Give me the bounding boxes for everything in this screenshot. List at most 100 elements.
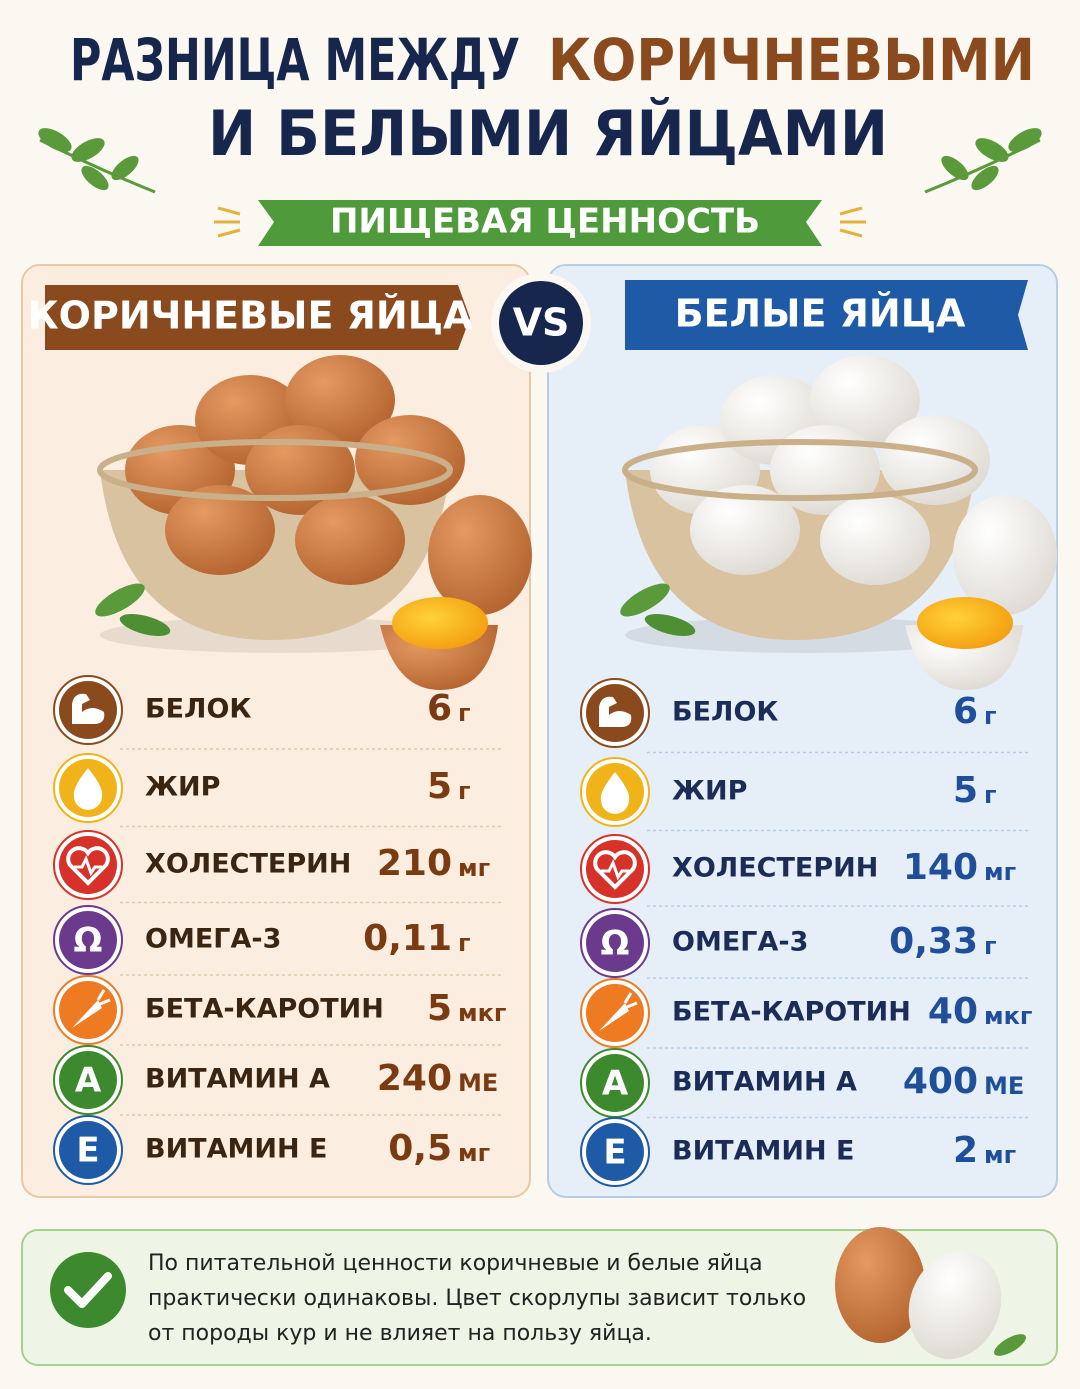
nutrient-row: A ВИТАМИН А 400 МЕ <box>580 1048 1029 1119</box>
nutrient-unit: г <box>458 699 471 727</box>
egg <box>428 495 532 615</box>
nutrient-amount: 0,33 <box>889 921 978 962</box>
egg <box>165 485 275 575</box>
nutrient-unit: МЕ <box>984 1072 1024 1100</box>
egg <box>285 355 395 445</box>
egg <box>820 495 930 585</box>
icon-carrot <box>72 1000 102 1028</box>
leaf <box>119 614 171 636</box>
icon-pulse <box>74 855 102 877</box>
nutrient-row: БЕТА-КАРОТИН 40 мкг <box>580 978 1032 1049</box>
nutrient-name: ОМЕГА-3 <box>145 924 281 955</box>
check-icon <box>50 1252 126 1328</box>
nutrient-row: Ω ОМЕГА-3 0,11 г <box>53 905 502 976</box>
leaf <box>95 583 145 617</box>
icon-muscle <box>599 696 632 727</box>
check-mark <box>64 1272 112 1308</box>
subtitle-ribbon <box>214 200 866 246</box>
nutrient-row: БЕТА-КАРОТИН 5 мкг <box>53 975 506 1046</box>
footer-text: По питательной ценности коричневые и бел… <box>148 1251 763 1276</box>
subtitle: ПИЩЕВАЯ ЦЕННОСТЬ <box>330 202 760 242</box>
nutrient-name: ВИТАМИН Е <box>145 1134 327 1165</box>
nutrient-amount: 400 <box>903 1061 978 1102</box>
icon-letter: E <box>603 1133 626 1173</box>
egg <box>245 425 355 515</box>
footer-box <box>21 1229 1058 1366</box>
nutrient-unit: г <box>458 929 471 957</box>
icon-letter: Ω <box>74 921 103 961</box>
nutrient-row: БЕЛОК 6 г <box>53 675 502 750</box>
nutrient-name: ВИТАМИН Е <box>672 1136 854 1167</box>
icon-pulse <box>601 859 629 881</box>
nutrient-name: ОМЕГА-3 <box>672 927 808 958</box>
nutrient-amount: 210 <box>377 843 452 884</box>
bowl-rim <box>97 439 453 501</box>
icon-letter: E <box>76 1131 99 1171</box>
nutrient-row: БЕЛОК 6 г <box>580 678 1029 754</box>
egg <box>810 355 920 445</box>
leaf-decoration <box>38 128 1042 194</box>
nutrient-amount: 5 <box>427 766 452 807</box>
egg <box>770 425 880 515</box>
nutrient-name: ВИТАМИН А <box>672 1067 857 1098</box>
icon-letter: Ω <box>601 924 630 964</box>
nutrient-amount: 240 <box>377 1058 452 1099</box>
nutrient-amount: 0,11 <box>363 918 452 959</box>
yolk <box>392 597 488 649</box>
nutrient-unit: г <box>458 777 471 805</box>
nutrient-name: ХОЛЕСТЕРИН <box>145 849 351 880</box>
yolk <box>917 597 1013 649</box>
title-highlight: КОРИЧНЕВЫМИ <box>548 26 1035 94</box>
icon-carrot-top <box>96 989 111 1006</box>
icon-heart <box>593 850 637 890</box>
egg <box>295 495 405 585</box>
leaf <box>644 614 696 636</box>
icon <box>59 911 117 969</box>
vs-badge <box>499 281 583 365</box>
nutrient-amount: 40 <box>928 991 978 1032</box>
egg-bowl <box>620 355 1057 690</box>
egg <box>953 495 1057 615</box>
nutrient-amount: 5 <box>953 770 978 811</box>
nutrient-row: ХОЛЕСТЕРИН 140 мг <box>580 834 1029 907</box>
icon <box>586 1123 644 1181</box>
icon <box>59 1051 117 1109</box>
icon <box>586 984 644 1042</box>
icon-letter: A <box>602 1064 629 1104</box>
icon-carrot-top <box>623 992 638 1009</box>
bowl-rim <box>622 439 978 501</box>
leaf <box>620 583 670 617</box>
nutrient-unit: мг <box>458 1139 490 1167</box>
nutrient-name: ВИТАМИН А <box>145 1064 330 1095</box>
nutrient-row: Ω ОМЕГА-3 0,33 г <box>580 908 1029 979</box>
nutrient-name: БЕЛОК <box>145 694 251 725</box>
egg-bowl <box>95 355 532 690</box>
nutrient-row: ХОЛЕСТЕРИН 210 мг <box>53 830 502 904</box>
icon-heart <box>66 846 110 886</box>
nutrient-unit: мкг <box>984 1002 1032 1030</box>
icon-carrot <box>599 1003 629 1031</box>
nutrient-row: E ВИТАМИН Е 0,5 мг <box>53 1115 490 1185</box>
nutrient-amount: 6 <box>953 691 978 732</box>
nutrient-name: ХОЛЕСТЕРИН <box>672 853 878 884</box>
nutrient-name: БЕТА-КАРОТИН <box>672 997 911 1028</box>
panel-header <box>625 280 1028 350</box>
icon-muscle <box>72 693 105 724</box>
nutrient-name: БЕЛОК <box>672 697 778 728</box>
icon <box>59 981 117 1039</box>
icon-drop <box>73 768 103 810</box>
nutrient-unit: г <box>984 932 997 960</box>
footer-text: практически одинаковы. Цвет скорлупы зав… <box>148 1286 806 1311</box>
nutrient-amount: 140 <box>903 847 978 888</box>
nutrient-row: ЖИР 5 г <box>580 757 1029 832</box>
title: И БЕЛЫМИ ЯЙЦАМИ <box>208 97 888 170</box>
nutrient-name: БЕТА-КАРОТИН <box>145 994 384 1025</box>
icon <box>586 1054 644 1112</box>
nutrient-amount: 5 <box>427 988 452 1029</box>
panel-title: КОРИЧНЕВЫЕ ЯЙЦА <box>28 294 473 338</box>
footer-eggs <box>835 1227 1026 1359</box>
nutrient-name: ЖИР <box>672 776 747 807</box>
nutrient-amount: 0,5 <box>388 1128 452 1169</box>
vs-label: VS <box>513 301 570 345</box>
